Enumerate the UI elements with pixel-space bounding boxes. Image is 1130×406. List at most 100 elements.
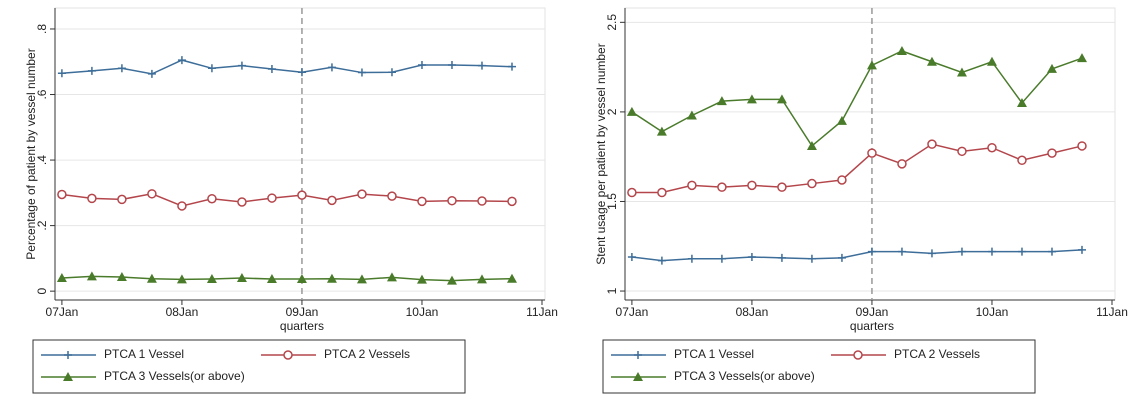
marker bbox=[176, 274, 187, 284]
marker bbox=[777, 182, 787, 192]
x-tick-label: 07Jan bbox=[616, 305, 649, 319]
series-line bbox=[631, 249, 1083, 262]
marker bbox=[357, 189, 367, 199]
marker bbox=[657, 187, 667, 198]
marker bbox=[507, 62, 516, 71]
marker bbox=[147, 189, 157, 199]
y-tick-label: .4 bbox=[35, 155, 49, 165]
marker bbox=[356, 274, 367, 284]
marker bbox=[237, 197, 247, 207]
y-axis-title: Stent usage per patient by vessel number bbox=[594, 43, 608, 264]
y-tick-label: 1.5 bbox=[605, 193, 619, 210]
marker bbox=[837, 253, 846, 262]
marker bbox=[117, 64, 126, 73]
marker bbox=[776, 94, 787, 104]
legend-label: PTCA 2 Vessels bbox=[324, 347, 410, 361]
marker bbox=[1077, 141, 1087, 151]
marker bbox=[957, 146, 967, 157]
marker bbox=[86, 271, 97, 281]
marker bbox=[297, 190, 307, 200]
marker bbox=[853, 350, 863, 360]
marker bbox=[146, 273, 157, 283]
marker bbox=[867, 148, 877, 158]
x-tick-label: 08Jan bbox=[166, 305, 199, 319]
marker bbox=[1017, 247, 1026, 256]
marker bbox=[87, 193, 97, 204]
marker bbox=[447, 61, 456, 70]
marker bbox=[626, 106, 637, 116]
marker bbox=[116, 272, 127, 282]
marker bbox=[866, 60, 877, 70]
marker bbox=[207, 64, 216, 73]
chart-panel: 1 1.5 2 2.5 07Jan 08Jan 09Jan 10Jan 11Jan quarter… bbox=[594, 7, 1128, 394]
marker bbox=[147, 69, 156, 78]
marker bbox=[633, 372, 643, 381]
y-axis-title: Percentage of patient by vessel number bbox=[24, 48, 38, 259]
legend-label: PTCA 3 Vessels(or above) bbox=[104, 369, 245, 383]
marker bbox=[477, 196, 487, 206]
marker bbox=[686, 110, 697, 120]
marker bbox=[476, 274, 487, 284]
marker bbox=[177, 56, 186, 65]
marker bbox=[283, 350, 293, 360]
marker bbox=[896, 45, 907, 55]
marker bbox=[237, 61, 246, 70]
marker bbox=[417, 61, 426, 70]
x-tick-label: 10Jan bbox=[406, 305, 439, 319]
marker bbox=[206, 274, 217, 284]
marker bbox=[687, 254, 696, 263]
marker bbox=[986, 56, 997, 66]
marker bbox=[267, 64, 276, 73]
marker bbox=[296, 274, 307, 284]
x-axis-title: quarters bbox=[850, 319, 894, 333]
marker bbox=[446, 275, 457, 285]
marker bbox=[1016, 97, 1027, 107]
marker bbox=[746, 94, 757, 104]
y-tick-label: 0 bbox=[35, 287, 49, 294]
marker bbox=[417, 196, 427, 207]
marker bbox=[117, 194, 127, 205]
legend-label: PTCA 3 Vessels(or above) bbox=[674, 369, 815, 383]
marker bbox=[1047, 247, 1056, 256]
x-tick-label: 07Jan bbox=[46, 305, 79, 319]
marker bbox=[1077, 245, 1086, 254]
x-tick-label: 08Jan bbox=[736, 305, 769, 319]
marker bbox=[207, 193, 217, 204]
y-tick-label: 1 bbox=[605, 287, 619, 294]
marker bbox=[477, 61, 486, 70]
y-tick-label: .2 bbox=[35, 220, 49, 230]
marker bbox=[717, 254, 726, 263]
x-tick-label: 11Jan bbox=[1096, 305, 1128, 319]
marker bbox=[326, 273, 337, 283]
plot-area bbox=[54, 7, 546, 301]
marker bbox=[867, 247, 876, 256]
marker bbox=[297, 68, 306, 77]
marker bbox=[836, 115, 847, 125]
legend-label: PTCA 2 Vessels bbox=[894, 347, 980, 361]
marker bbox=[266, 274, 277, 284]
x-tick-label: 11Jan bbox=[526, 305, 558, 319]
marker bbox=[777, 253, 786, 262]
marker bbox=[926, 56, 937, 66]
marker bbox=[747, 180, 757, 191]
marker bbox=[1047, 148, 1057, 158]
series-line bbox=[61, 59, 513, 75]
marker bbox=[1076, 53, 1087, 63]
marker bbox=[687, 180, 697, 191]
marker bbox=[927, 249, 936, 258]
marker bbox=[64, 351, 72, 359]
y-tick-label: 2.5 bbox=[605, 14, 619, 31]
marker bbox=[987, 142, 997, 153]
marker bbox=[897, 247, 906, 256]
x-tick-label: 09Jan bbox=[286, 305, 319, 319]
y-tick-label: 2 bbox=[605, 108, 619, 115]
marker bbox=[56, 273, 67, 283]
marker bbox=[507, 196, 517, 207]
marker bbox=[656, 126, 667, 136]
marker bbox=[87, 66, 96, 75]
legend-box bbox=[32, 339, 466, 394]
series-line bbox=[61, 275, 513, 282]
marker bbox=[327, 195, 337, 206]
